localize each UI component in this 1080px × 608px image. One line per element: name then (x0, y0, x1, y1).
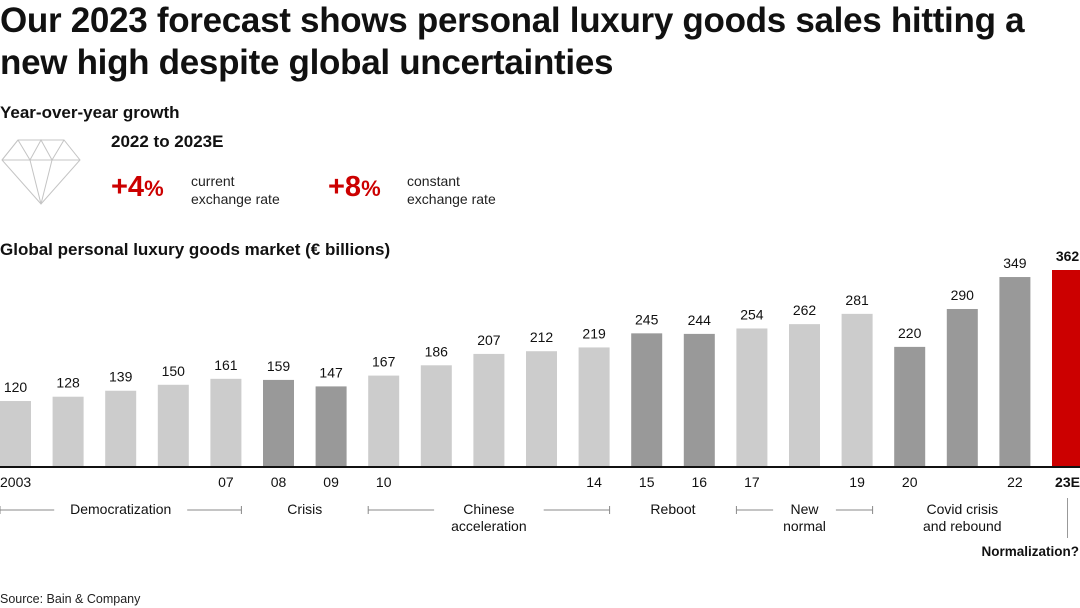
bar (631, 333, 663, 466)
phase-label: Covid crisis (927, 501, 999, 517)
tick-label: 16 (692, 474, 708, 490)
bar (52, 396, 84, 466)
bar-value-label: 207 (477, 332, 501, 348)
bar-value-label: 147 (319, 364, 343, 380)
phase-label: Crisis (287, 501, 322, 517)
growth-period: 2022 to 2023E (111, 132, 224, 151)
bar (473, 353, 505, 466)
bar-value-label: 262 (793, 302, 817, 318)
tick-label: 07 (218, 474, 234, 490)
bar (315, 386, 347, 466)
bar (789, 324, 820, 466)
bar (105, 390, 137, 466)
diamond-icon (1, 138, 81, 205)
phase-label: normal (783, 518, 826, 534)
bar-value-label: 290 (951, 287, 975, 303)
tick-label: 17 (744, 474, 760, 490)
bar-value-label: 220 (898, 325, 922, 341)
bar-value-label: 254 (740, 306, 764, 322)
bar (420, 365, 452, 466)
bar (683, 333, 715, 466)
tick-label: 10 (376, 474, 392, 490)
tick-label: 19 (849, 474, 865, 490)
tick-label: 2003 (0, 474, 31, 490)
tick-label: 14 (586, 474, 602, 490)
bar-value-label: 161 (214, 357, 238, 373)
bar (0, 401, 31, 466)
bar (263, 379, 294, 466)
tick-label: 09 (323, 474, 339, 490)
bar (841, 313, 873, 466)
tick-label: 08 (271, 474, 287, 490)
tick-label: 22 (1007, 474, 1023, 490)
tick-label: 23E (1055, 474, 1080, 490)
bar-value-label: 139 (109, 369, 133, 385)
bar-value-label: 150 (162, 363, 186, 379)
bar-value-label: 120 (4, 379, 28, 395)
bar (999, 277, 1031, 466)
tick-label: 20 (902, 474, 918, 490)
phase-label: acceleration (451, 518, 527, 534)
bar (736, 328, 768, 466)
constant-rate-label: constant exchange rate (407, 173, 496, 207)
source-note: Source: Bain & Company (0, 592, 141, 606)
current-rate-label: current exchange rate (191, 173, 280, 207)
constant-rate-growth: +8% (328, 171, 381, 203)
bar-value-label: 219 (582, 325, 606, 341)
bar-value-label: 159 (267, 358, 291, 374)
bar (210, 378, 242, 466)
bar-value-label: 245 (635, 311, 659, 327)
bar-value-label: 244 (688, 312, 712, 328)
bar-value-label: 128 (56, 375, 80, 391)
bar (526, 351, 557, 466)
phase-label: Normalization? (981, 544, 1079, 559)
bar-value-label: 167 (372, 354, 396, 370)
bar (1052, 270, 1080, 466)
tick-label: 15 (639, 474, 655, 490)
phase-label: and rebound (923, 518, 1002, 534)
phase-label: Chinese (463, 501, 515, 517)
bar (157, 384, 189, 466)
phase-label: Reboot (650, 501, 695, 517)
current-rate-growth: +4% (111, 171, 164, 203)
bar-value-label: 212 (530, 329, 554, 345)
bar (946, 308, 978, 466)
bar-value-label: 281 (845, 292, 869, 308)
phase-label: New (790, 501, 819, 517)
bar-value-label: 349 (1003, 255, 1027, 271)
bar (368, 375, 400, 466)
chart-title: Global personal luxury goods market (€ b… (0, 240, 391, 259)
bar-value-label: 186 (425, 343, 449, 359)
bar (894, 346, 926, 466)
page-title: Our 2023 forecast shows personal luxury … (0, 1, 1025, 82)
yoy-heading: Year-over-year growth (0, 103, 180, 122)
phase-label: Democratization (70, 501, 171, 517)
bar-value-label: 362 (1056, 248, 1080, 264)
bar (578, 347, 610, 466)
